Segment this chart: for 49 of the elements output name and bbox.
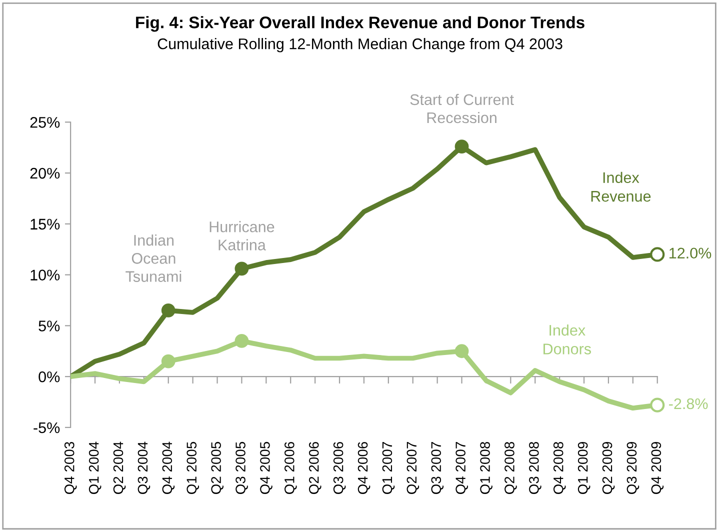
x-tick-label: Q1 2007 [382, 442, 395, 494]
x-tick-label: Q4 2006 [358, 442, 370, 494]
x-tick-label: Q1 2005 [186, 442, 200, 494]
x-tick-label: Q1 2006 [284, 442, 297, 494]
x-tick-label: Q3 2008 [529, 442, 542, 494]
x-tick-label: Q2 2004 [113, 442, 126, 494]
x-tick-label: Q4 2005 [260, 442, 272, 494]
x-tick-label: Q4 2004 [162, 442, 175, 494]
point [161, 303, 176, 318]
data-label: 12.0% [670, 248, 712, 259]
x-tick-label: Q3 2005 [236, 442, 248, 494]
x-tick-label: Q3 2009 [626, 442, 640, 494]
series-label: Index Donors [544, 324, 591, 354]
data-label: -2.8% [669, 398, 708, 410]
x-tick-label: Q1 2009 [578, 442, 590, 494]
x-tick-label: Q1 2008 [480, 442, 492, 494]
point [161, 354, 176, 368]
x-tick-label: Q4 2007 [456, 442, 468, 494]
point [454, 140, 469, 154]
y-tick-label: 20% [30, 168, 60, 179]
x-tick-label: Q2 2007 [406, 442, 420, 494]
y-tick-label: 10% [30, 270, 60, 280]
chart-title: Fig. 4: Six-Year Overall Index Revenue and Donor Trends [136, 16, 584, 32]
y-tick-label: 15% [30, 218, 60, 230]
x-tick-label: Q3 2007 [431, 442, 444, 494]
x-tick-label: Q4 2003 [64, 442, 77, 494]
annotation: Indian Ocean Tsunami [126, 234, 182, 282]
annotation: Start of Current Recession [410, 94, 514, 124]
series-label: Index Revenue [591, 172, 651, 202]
point [234, 334, 249, 348]
y-tick-label: 25% [30, 117, 60, 128]
x-tick-label: Q4 2009 [651, 442, 664, 494]
x-tick-label: Q2 2008 [504, 442, 517, 494]
point [454, 344, 469, 358]
x-tick-label: Q2 2005 [211, 442, 224, 494]
x-tick-label: Q1 2004 [88, 442, 102, 494]
point [234, 262, 249, 276]
y-tick-label: 0% [38, 371, 60, 382]
point [650, 247, 665, 262]
y-tick-label: 5% [38, 320, 60, 332]
y-tick-label: -5% [34, 422, 60, 434]
x-tick-label: Q2 2009 [602, 442, 615, 494]
chart-subtitle: Cumulative Rolling 12-Month Median Change from Q4 2003 [158, 38, 562, 52]
x-tick-label: Q3 2006 [333, 442, 346, 494]
annotation: Hurricane Katrina [210, 221, 274, 250]
x-tick-label: Q4 2008 [553, 442, 566, 494]
x-tick-label: Q3 2004 [138, 442, 150, 494]
point [650, 398, 665, 412]
x-tick-label: Q2 2006 [308, 442, 322, 494]
